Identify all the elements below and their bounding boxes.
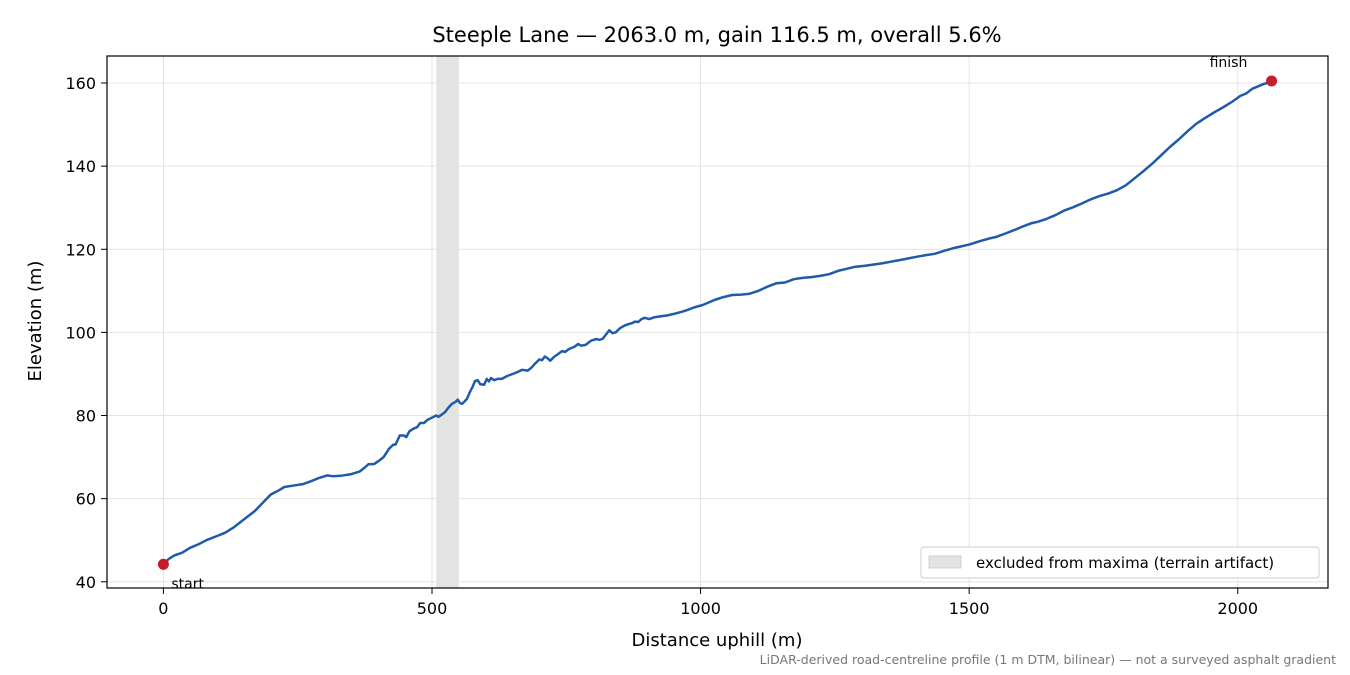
x-tick-label: 0 <box>158 599 168 618</box>
y-tick-label: 140 <box>65 157 96 176</box>
chart-title: Steeple Lane — 2063.0 m, gain 116.5 m, o… <box>432 23 1001 47</box>
y-tick-label: 100 <box>65 323 96 342</box>
marker-finish <box>1266 75 1278 87</box>
y-tick-label: 40 <box>76 573 96 592</box>
x-axis-label: Distance uphill (m) <box>632 630 803 651</box>
x-tick-label: 500 <box>417 599 448 618</box>
marker-label-finish: finish <box>1210 55 1248 71</box>
marker-label-start: start <box>171 576 204 592</box>
legend-box <box>920 546 1320 579</box>
legend-entry-excluded: excluded from maxima (terrain artifact) <box>976 554 1274 572</box>
y-axis-label: Elevation (m) <box>25 261 46 382</box>
legend: excluded from maxima (terrain artifact) <box>920 546 1320 579</box>
y-tick-label: 120 <box>65 240 96 259</box>
grid <box>107 56 1328 588</box>
y-tick-label: 160 <box>65 74 96 93</box>
excluded-band <box>436 56 459 588</box>
footnote: LiDAR-derived road-centreline profile (1… <box>760 652 1336 667</box>
plot-frame <box>106 55 1329 589</box>
elevation-line <box>162 80 1272 566</box>
x-tick-label: 2000 <box>1217 599 1258 618</box>
y-axis-ticks: 40 60 80 100 120 140 160 <box>65 74 107 592</box>
marker-start <box>157 558 169 570</box>
x-tick-label: 1000 <box>680 599 721 618</box>
markers: start finish <box>157 55 1278 592</box>
x-axis-ticks: 0 500 1000 1500 2000 <box>158 588 1258 618</box>
y-tick-label: 60 <box>76 490 96 509</box>
x-tick-label: 1500 <box>949 599 990 618</box>
y-tick-label: 80 <box>76 407 96 426</box>
legend-swatch <box>928 555 962 569</box>
